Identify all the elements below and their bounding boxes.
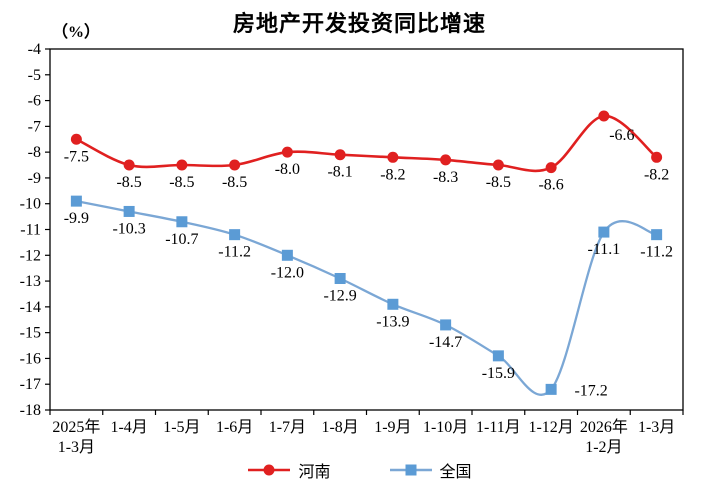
data-point-marker — [281, 249, 293, 261]
y-tick-label: -13 — [20, 273, 41, 290]
data-label: -11.1 — [588, 241, 621, 258]
data-point-marker — [598, 226, 610, 238]
data-label: -8.2 — [644, 166, 669, 183]
data-label: -12.9 — [323, 287, 356, 304]
series-line-1 — [75, 199, 658, 396]
data-point-marker — [545, 383, 557, 395]
data-point-marker — [123, 159, 135, 171]
data-label: -8.5 — [169, 174, 194, 191]
data-label: -8.6 — [538, 177, 563, 194]
y-tick-label: -5 — [28, 67, 41, 84]
data-point-marker — [229, 159, 241, 171]
data-point-marker — [440, 154, 452, 166]
data-point-marker — [387, 151, 399, 163]
y-axis-unit-label: （%） — [52, 24, 101, 41]
data-label: -15.9 — [482, 365, 515, 382]
x-tick-label: 1-7月 — [269, 419, 306, 436]
data-point-marker — [123, 205, 135, 217]
data-point-marker — [176, 216, 188, 228]
data-point-marker — [651, 151, 663, 163]
y-tick-label: -17 — [20, 376, 41, 393]
data-label: -8.5 — [486, 174, 511, 191]
data-point-marker — [492, 159, 504, 171]
data-label: -11.2 — [218, 244, 251, 261]
data-point-marker — [176, 159, 188, 171]
data-label: -13.9 — [376, 313, 409, 330]
legend-label: 河南 — [298, 464, 331, 481]
data-point-marker — [334, 272, 346, 284]
data-label: -8.1 — [327, 164, 352, 181]
data-point-marker — [651, 229, 663, 241]
data-point-marker — [598, 110, 610, 122]
data-label: -8.0 — [275, 161, 300, 178]
data-point-marker — [545, 162, 557, 174]
y-tick-label: -11 — [20, 222, 41, 239]
data-label: -9.9 — [64, 210, 89, 227]
data-label: -8.5 — [222, 174, 247, 191]
legend-label: 全国 — [439, 464, 472, 481]
data-label: -10.3 — [112, 220, 145, 237]
legend-circle-marker-icon — [248, 464, 291, 476]
chart-title: 房地产开发投资同比增速 — [232, 11, 486, 36]
x-tick-label: 1-6月 — [216, 419, 253, 436]
data-label: -8.5 — [116, 174, 141, 191]
x-tick-label: 1-12月 — [528, 419, 573, 436]
data-label: -11.2 — [640, 244, 673, 261]
x-tick-label: 1-5月 — [163, 419, 200, 436]
x-tick-label: 1-9月 — [374, 419, 411, 436]
data-label: -8.2 — [380, 166, 405, 183]
data-point-marker — [70, 133, 82, 145]
y-tick-label: -9 — [28, 170, 41, 187]
x-tick-label: 1-8月 — [321, 419, 358, 436]
data-point-marker — [387, 298, 399, 310]
y-tick-label: -10 — [20, 196, 41, 213]
x-tick-label: 2026年 1-2月 — [580, 418, 628, 456]
data-point-marker — [440, 319, 452, 331]
data-label: -10.7 — [165, 231, 198, 248]
legend-square-marker-icon — [389, 464, 432, 476]
y-tick-label: -12 — [20, 247, 41, 264]
chart-legend: 河南 全国 — [0, 458, 719, 482]
y-tick-label: -14 — [20, 299, 41, 316]
y-tick-label: -18 — [20, 402, 41, 419]
data-label: -6.6 — [609, 127, 634, 144]
data-point-marker — [492, 350, 504, 362]
data-label: -12.0 — [271, 264, 304, 281]
y-tick-label: -16 — [20, 350, 41, 367]
y-tick-label: -7 — [28, 118, 41, 135]
data-point-marker — [70, 195, 82, 207]
data-point-marker — [281, 146, 293, 158]
series-line-0 — [75, 114, 658, 173]
x-tick-label: 1-3月 — [638, 419, 675, 436]
y-tick-label: -8 — [28, 144, 41, 161]
data-point-marker — [229, 229, 241, 241]
x-tick-label: 2025年 1-3月 — [52, 418, 100, 456]
y-tick-label: -4 — [28, 41, 41, 58]
data-point-marker — [334, 149, 346, 161]
data-label: -17.2 — [574, 382, 607, 399]
data-label: -8.3 — [433, 169, 458, 186]
legend-item: 全国 — [389, 458, 472, 482]
x-tick-label: 1-10月 — [423, 419, 468, 436]
data-label: -14.7 — [429, 334, 462, 351]
y-tick-label: -15 — [20, 325, 41, 342]
data-label: -7.5 — [64, 148, 89, 165]
legend-item: 河南 — [247, 458, 331, 482]
y-tick-label: -6 — [28, 93, 41, 110]
x-tick-label: 1-4月 — [110, 419, 147, 436]
x-tick-label: 1-11月 — [476, 419, 521, 436]
